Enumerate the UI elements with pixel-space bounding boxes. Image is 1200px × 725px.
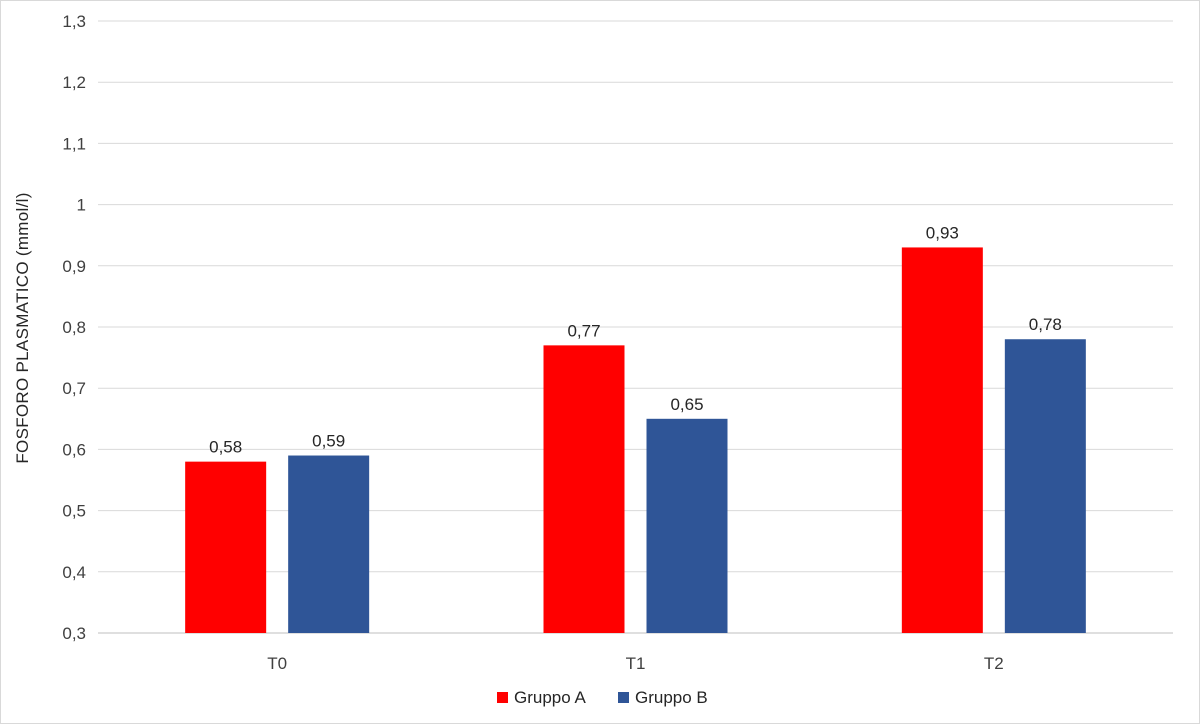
- y-tick-label: 0,7: [62, 379, 86, 398]
- y-tick-label: 1: [77, 196, 86, 215]
- data-label: 0,59: [312, 432, 345, 451]
- y-tick-label: 1,3: [62, 12, 86, 31]
- data-labels: 0,58 0,59 0,77 0,65 0,93 0,78: [209, 223, 1062, 456]
- y-tick-label: 0,8: [62, 318, 86, 337]
- x-axis-ticks: T0 T1 T2: [267, 654, 1004, 673]
- bar-gruppo-b-t1: [646, 418, 728, 633]
- bar-gruppo-b-t2: [1004, 339, 1086, 633]
- bar-gruppo-a-t2: [901, 247, 983, 633]
- y-tick-label: 0,5: [62, 502, 86, 521]
- y-tick-label: 0,6: [62, 440, 86, 459]
- x-tick-label: T1: [626, 654, 646, 673]
- bar-gruppo-b-t0: [288, 455, 370, 633]
- data-label: 0,58: [209, 438, 242, 457]
- y-tick-label: 0,4: [62, 563, 86, 582]
- legend-label: Gruppo B: [635, 688, 708, 707]
- data-label: 0,77: [567, 321, 600, 340]
- x-tick-label: T0: [267, 654, 287, 673]
- legend-label: Gruppo A: [514, 688, 586, 707]
- data-label: 0,93: [926, 223, 959, 242]
- legend-swatch: [497, 692, 508, 703]
- bars: [185, 247, 1086, 633]
- gridlines: [98, 20, 1173, 634]
- bar-gruppo-a-t1: [543, 345, 625, 633]
- legend: Gruppo A Gruppo B: [497, 688, 708, 707]
- y-tick-label: 0,3: [62, 624, 86, 643]
- y-axis-title: FOSFORO PLASMATICO (mmol/l): [13, 192, 32, 463]
- legend-swatch: [618, 692, 629, 703]
- data-label: 0,65: [670, 395, 703, 414]
- x-tick-label: T2: [984, 654, 1004, 673]
- data-label: 0,78: [1029, 315, 1062, 334]
- y-tick-label: 1,2: [62, 73, 86, 92]
- bar-gruppo-a-t0: [185, 461, 267, 633]
- y-tick-label: 1,1: [62, 134, 86, 153]
- y-tick-label: 0,9: [62, 257, 86, 276]
- y-axis-ticks: 0,3 0,4 0,5 0,6 0,7 0,8 0,9 1 1,1 1,2 1,3: [62, 12, 86, 643]
